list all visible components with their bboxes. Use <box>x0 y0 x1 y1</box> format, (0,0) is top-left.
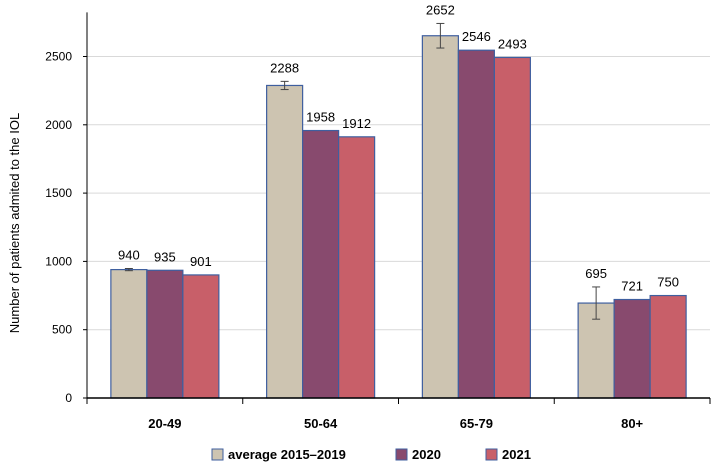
legend-swatch <box>395 448 408 461</box>
bar-80+-2021 <box>649 294 687 399</box>
bars <box>110 22 687 399</box>
axes: 0 500 1000 1500 2000 2500 20-49 50-64 65-79 80+ <box>45 12 711 431</box>
legend-label: average 2015–2019 <box>228 447 346 462</box>
bar-65-79-2021 <box>493 56 531 399</box>
data-label: 695 <box>585 266 607 281</box>
bar-20-49-average-2015–2019 <box>110 268 148 399</box>
y-tick-label: 1000 <box>45 254 72 268</box>
bar-50-64-2020 <box>302 129 340 399</box>
bar-65-79-average-2015–2019 <box>421 35 459 399</box>
data-label: 2546 <box>462 29 491 44</box>
x-tick-label: 20-49 <box>148 416 181 431</box>
bar-20-49-2020 <box>146 269 184 399</box>
x-tick-label: 65-79 <box>460 416 493 431</box>
data-label: 940 <box>118 248 140 263</box>
legend-swatch <box>485 448 498 461</box>
legend: average 2015–2019 2020 2021 <box>211 447 531 462</box>
bar-65-79-2020 <box>457 49 495 399</box>
data-label: 2652 <box>426 2 455 17</box>
bar-80+-2020 <box>613 298 651 399</box>
data-label: 1958 <box>306 110 335 125</box>
data-label: 2493 <box>498 36 527 51</box>
legend-swatch <box>211 448 224 461</box>
bar-20-49-2021 <box>182 274 220 399</box>
data-label: 721 <box>621 279 643 294</box>
legend-label: 2020 <box>412 447 441 462</box>
data-labels: 940 935 901 2288 1958 1912 2652 2546 2493 695 721 7… <box>118 2 679 293</box>
y-tick-label: 1500 <box>45 186 72 200</box>
data-label: 901 <box>190 254 212 269</box>
y-tick-label: 2000 <box>45 118 72 132</box>
x-tick-label: 80+ <box>621 416 643 431</box>
x-tick-label: 50-64 <box>304 416 338 431</box>
bar-50-64-2021 <box>338 136 376 399</box>
data-label: 750 <box>657 275 679 290</box>
y-tick-label: 0 <box>65 391 72 405</box>
bar-50-64-average-2015–2019 <box>266 84 304 399</box>
y-tick-label: 2500 <box>45 50 72 64</box>
data-label: 2288 <box>270 60 299 75</box>
legend-label: 2021 <box>502 447 531 462</box>
y-tick-label: 500 <box>52 323 72 337</box>
data-label: 935 <box>154 249 176 264</box>
y-axis-label: Number of patients admited to the IOL <box>7 113 22 333</box>
data-label: 1912 <box>342 116 371 131</box>
